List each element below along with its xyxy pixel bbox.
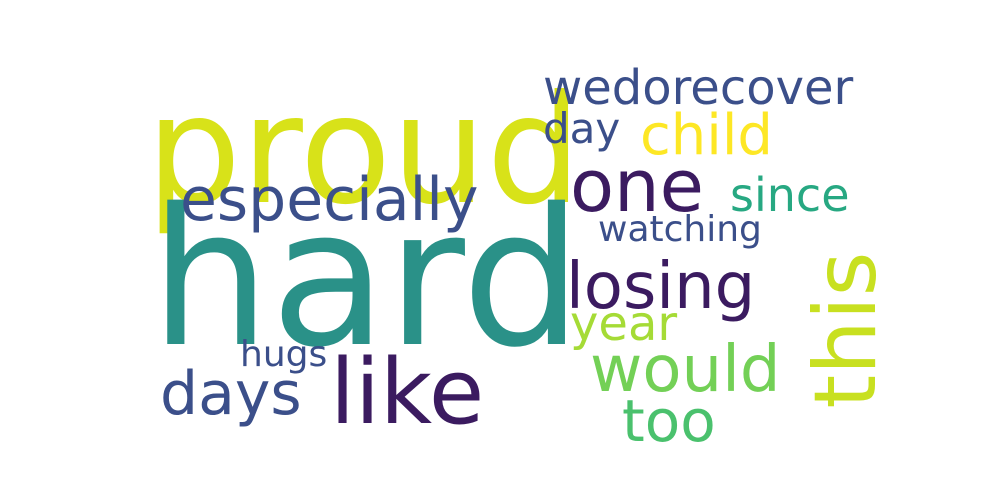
word-proud: proud <box>146 64 582 238</box>
word-would: would <box>590 333 781 407</box>
word-since: since <box>730 168 850 222</box>
word-especially: especially <box>180 165 479 235</box>
word-one: one <box>570 144 704 228</box>
word-like: like <box>330 340 485 445</box>
word-year: year <box>570 296 678 352</box>
word-day: day <box>543 104 621 153</box>
word-hard: hard <box>150 168 583 389</box>
word-this: this <box>796 251 896 409</box>
word-child: child <box>640 103 773 168</box>
word-days: days <box>160 359 302 429</box>
word-losing: losing <box>566 250 756 324</box>
word-watching: watching <box>598 209 762 250</box>
word-hugs: hugs <box>240 334 328 375</box>
word-too: too <box>622 387 716 455</box>
word-wedorecover: wedorecover <box>543 60 854 116</box>
